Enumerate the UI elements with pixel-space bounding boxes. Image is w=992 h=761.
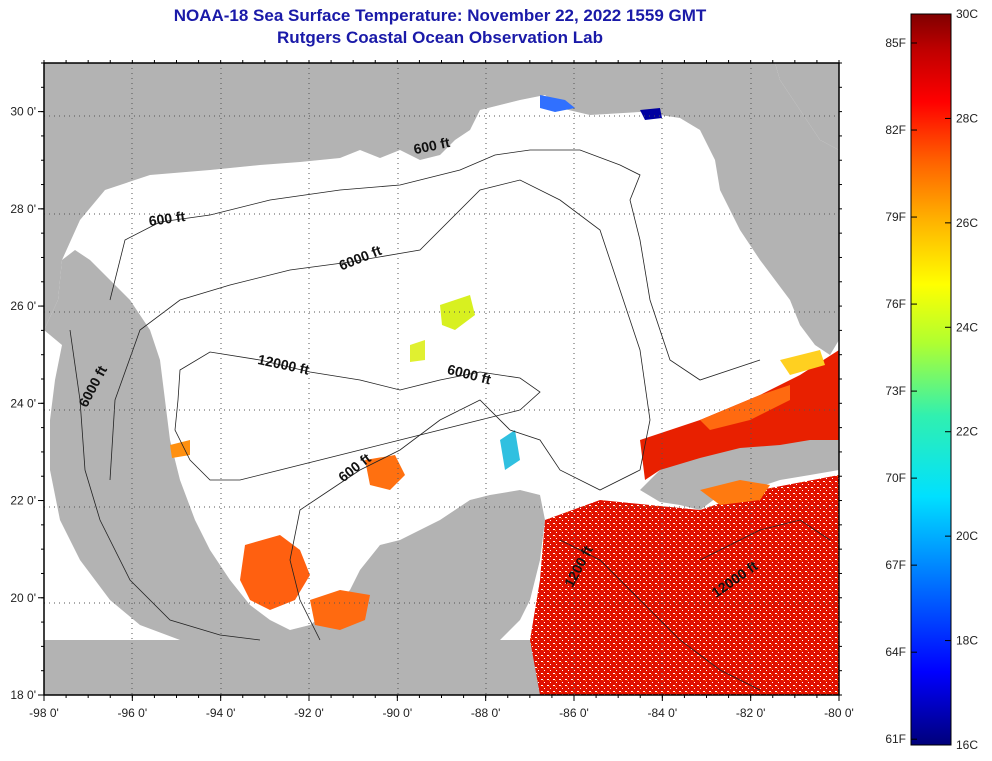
colorbar-celsius-label: 22C	[956, 425, 978, 439]
lon-tick-label: -94 0'	[206, 706, 236, 720]
lon-tick-label: -86 0'	[559, 706, 589, 720]
lon-tick-label: -84 0'	[648, 706, 678, 720]
contour-label: 600 ft	[148, 208, 187, 229]
colorbar-celsius-label: 24C	[956, 320, 978, 334]
longitude-axis: -98 0' -96 0' -94 0' -92 0' -90 0' -88 0' -86 …	[29, 60, 854, 720]
colorbar-fahrenheit-label: 79F	[885, 210, 906, 224]
lat-tick-label: 26 0'	[10, 299, 36, 313]
colorbar-celsius-label: 26C	[956, 216, 978, 230]
colorbar-celsius-label: 30C	[956, 7, 978, 21]
colorbar-fahrenheit-label: 85F	[885, 36, 906, 50]
sst-data-patches	[170, 95, 839, 695]
colorbar-gradient	[910, 13, 952, 746]
lon-tick-label: -92 0'	[294, 706, 324, 720]
lon-tick-label: -80 0'	[824, 706, 854, 720]
colorbar-celsius-label: 28C	[956, 111, 978, 125]
lat-tick-label: 18 0'	[10, 688, 36, 702]
lat-tick-label: 20 0'	[10, 591, 36, 605]
lon-tick-label: -90 0'	[383, 706, 413, 720]
colorbar-celsius-labels: 30C 28C 26C 24C 22C 20C 18C 16C	[945, 7, 978, 752]
map-title: NOAA-18 Sea Surface Temperature: Novembe…	[173, 6, 707, 25]
lat-tick-label: 22 0'	[10, 494, 36, 508]
colorbar-celsius-label: 18C	[956, 634, 978, 648]
colorbar-fahrenheit-label: 82F	[885, 123, 906, 137]
lon-tick-label: -88 0'	[471, 706, 501, 720]
bathymetry-contours	[69, 149, 831, 691]
colorbar-fahrenheit-label: 61F	[885, 732, 906, 746]
contour-label: 600 ft	[412, 134, 451, 157]
colorbar-fahrenheit-label: 67F	[885, 558, 906, 572]
colorbar: 30C 28C 26C 24C 22C 20C 18C 16C 85F 82F 79F 76F 73F…	[885, 7, 978, 752]
graticule	[44, 63, 839, 695]
latitude-axis: 30 0' 28 0' 26 0' 24 0' 22 0' 20 0' 18 0'	[10, 62, 842, 702]
lat-tick-label: 30 0'	[10, 105, 36, 119]
lat-tick-label: 28 0'	[10, 202, 36, 216]
lat-tick-label: 24 0'	[10, 396, 36, 410]
colorbar-fahrenheit-labels: 85F 82F 79F 76F 73F 70F 67F 64F 61F	[885, 36, 917, 746]
colorbar-fahrenheit-label: 70F	[885, 471, 906, 485]
colorbar-fahrenheit-label: 76F	[885, 297, 906, 311]
colorbar-fahrenheit-label: 73F	[885, 384, 906, 398]
map-subtitle: Rutgers Coastal Ocean Observation Lab	[277, 28, 603, 47]
lon-tick-label: -82 0'	[736, 706, 766, 720]
lon-tick-label: -96 0'	[118, 706, 148, 720]
colorbar-celsius-label: 20C	[956, 529, 978, 543]
colorbar-fahrenheit-label: 64F	[885, 645, 906, 659]
colorbar-celsius-label: 16C	[956, 738, 978, 752]
lon-tick-label: -98 0'	[29, 706, 59, 720]
